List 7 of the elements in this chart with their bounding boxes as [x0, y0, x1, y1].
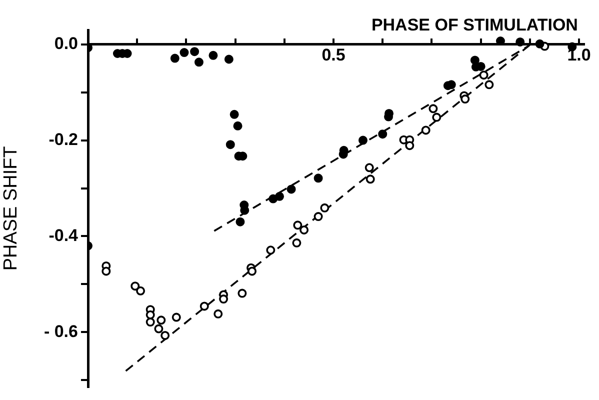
x-axis-title: PHASE OF STIMULATION: [371, 16, 578, 35]
x-tick-label: 0.5: [322, 45, 346, 64]
y-axis-title: PHASE SHIFT: [0, 146, 22, 271]
y-tick-label: - 0.6: [44, 322, 78, 341]
y-tick-label: -0.4: [48, 226, 79, 245]
y-tick-label: 0.0: [54, 34, 78, 54]
y-tick-label: -0.2: [48, 130, 78, 149]
